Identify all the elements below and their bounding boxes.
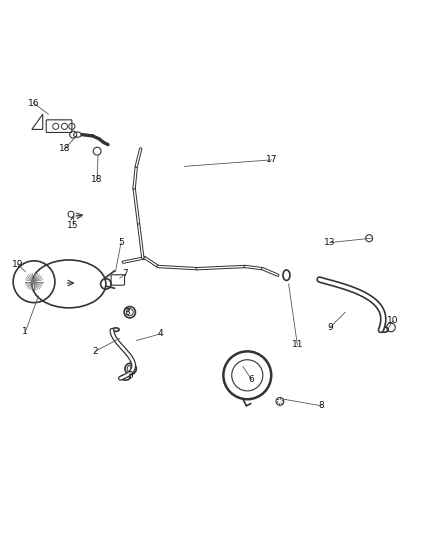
Text: 3: 3 <box>127 371 133 380</box>
Text: 10: 10 <box>387 317 399 326</box>
Text: 6: 6 <box>249 375 254 384</box>
Text: 18: 18 <box>92 175 103 184</box>
Text: 5: 5 <box>118 238 124 247</box>
Text: 8: 8 <box>318 401 324 410</box>
Text: 11: 11 <box>292 341 303 349</box>
Text: 1: 1 <box>22 327 28 336</box>
Text: 7: 7 <box>123 269 128 278</box>
Text: 9: 9 <box>327 323 333 332</box>
Text: 15: 15 <box>67 221 79 230</box>
Text: 3: 3 <box>125 308 131 317</box>
Text: 13: 13 <box>324 238 336 247</box>
Text: 2: 2 <box>92 347 98 356</box>
Text: 17: 17 <box>265 156 277 164</box>
Text: 18: 18 <box>59 144 70 154</box>
Text: 19: 19 <box>12 260 24 269</box>
Text: 4: 4 <box>157 329 163 338</box>
Text: 16: 16 <box>28 99 40 108</box>
